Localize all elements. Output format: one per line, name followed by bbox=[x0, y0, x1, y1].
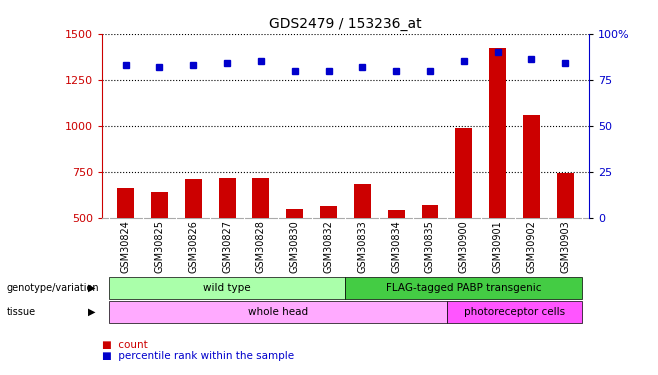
Text: photoreceptor cells: photoreceptor cells bbox=[464, 307, 565, 317]
Text: tissue: tissue bbox=[7, 307, 36, 317]
Text: GSM30832: GSM30832 bbox=[324, 220, 334, 273]
Text: GSM30830: GSM30830 bbox=[290, 220, 300, 273]
Bar bbox=[109, 301, 447, 323]
Text: genotype/variation: genotype/variation bbox=[7, 283, 99, 293]
Text: GSM30902: GSM30902 bbox=[526, 220, 536, 273]
Bar bbox=[489, 48, 506, 217]
Bar bbox=[447, 301, 582, 323]
Bar bbox=[117, 188, 134, 218]
Bar bbox=[345, 277, 582, 299]
Bar bbox=[422, 205, 438, 218]
Text: ▶: ▶ bbox=[88, 307, 95, 317]
Text: GSM30833: GSM30833 bbox=[357, 220, 367, 273]
Text: GSM30903: GSM30903 bbox=[560, 220, 570, 273]
Text: GSM30835: GSM30835 bbox=[425, 220, 435, 273]
Bar bbox=[286, 209, 303, 218]
Bar bbox=[523, 115, 540, 218]
Title: GDS2479 / 153236_at: GDS2479 / 153236_at bbox=[269, 17, 422, 32]
Text: whole head: whole head bbox=[248, 307, 308, 317]
Text: GSM30825: GSM30825 bbox=[155, 220, 164, 273]
Bar bbox=[557, 173, 574, 217]
Bar bbox=[455, 128, 472, 217]
Bar bbox=[218, 178, 236, 218]
Text: ■  count: ■ count bbox=[102, 340, 148, 350]
Text: ▶: ▶ bbox=[88, 283, 95, 293]
Bar bbox=[354, 183, 371, 218]
Bar bbox=[253, 178, 269, 218]
Bar bbox=[388, 210, 405, 218]
Text: wild type: wild type bbox=[203, 283, 251, 293]
Bar bbox=[109, 277, 345, 299]
Bar bbox=[320, 207, 337, 218]
Text: GSM30824: GSM30824 bbox=[120, 220, 131, 273]
Text: GSM30901: GSM30901 bbox=[493, 220, 503, 273]
Text: FLAG-tagged PABP transgenic: FLAG-tagged PABP transgenic bbox=[386, 283, 542, 293]
Bar bbox=[151, 192, 168, 217]
Text: GSM30827: GSM30827 bbox=[222, 220, 232, 273]
Text: GSM30834: GSM30834 bbox=[391, 220, 401, 273]
Text: GSM30828: GSM30828 bbox=[256, 220, 266, 273]
Text: ■  percentile rank within the sample: ■ percentile rank within the sample bbox=[102, 351, 294, 361]
Text: GSM30900: GSM30900 bbox=[459, 220, 468, 273]
Bar bbox=[185, 179, 202, 218]
Text: GSM30826: GSM30826 bbox=[188, 220, 198, 273]
